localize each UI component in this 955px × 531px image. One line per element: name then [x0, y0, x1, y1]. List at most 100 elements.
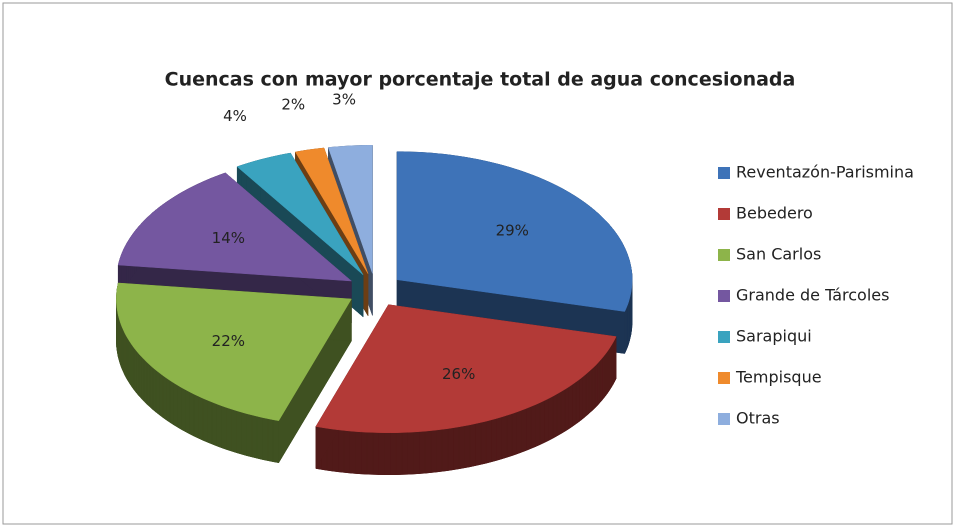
slice-wall	[128, 339, 130, 384]
slice-wall	[217, 404, 222, 448]
legend-label: Reventazón-Parismina	[736, 163, 914, 182]
slice-wall	[142, 357, 145, 402]
slice-wall	[153, 368, 156, 413]
data-label: 22%	[212, 332, 245, 350]
legend-label: San Carlos	[736, 245, 821, 264]
slice-wall	[603, 355, 605, 400]
slice-wall	[609, 346, 611, 391]
slice-wall	[442, 429, 448, 472]
slice-wall	[139, 354, 142, 399]
slice-wall	[605, 352, 607, 397]
slice-wall	[569, 384, 573, 429]
slice-wall	[425, 431, 431, 474]
data-label: 26%	[442, 365, 475, 383]
slice-wall	[186, 390, 190, 434]
slice-wall	[408, 432, 414, 474]
slice-wall	[522, 408, 527, 452]
slice-wall	[132, 345, 134, 390]
slice-wall	[262, 418, 267, 461]
slice-wall	[579, 377, 582, 422]
legend-swatch	[718, 290, 730, 302]
slice-wall	[565, 387, 569, 431]
slice-wall	[557, 392, 561, 436]
slice-wall	[572, 382, 576, 427]
slice-wall	[549, 396, 553, 440]
slice-wall	[207, 400, 212, 444]
slice-wall	[502, 415, 507, 459]
slice-wall	[598, 360, 601, 405]
slice-wall	[170, 380, 174, 424]
legend-swatch	[718, 413, 730, 425]
data-label: 2%	[281, 96, 305, 114]
slice-wall	[396, 433, 402, 475]
slice-wall	[512, 412, 517, 456]
slice-wall	[431, 430, 437, 473]
slice-wall	[361, 432, 367, 474]
slice-wall	[174, 383, 178, 427]
slice-wall	[257, 416, 262, 459]
slice-wall	[150, 365, 153, 410]
slice-wall	[419, 431, 425, 473]
legend-swatch	[718, 208, 730, 220]
slice-wall	[147, 362, 150, 407]
slice-wall	[611, 343, 613, 388]
slice-wall	[540, 401, 544, 445]
slice-wall	[459, 426, 465, 469]
slice-wall	[194, 394, 198, 438]
slice-wall	[402, 432, 408, 474]
slice-wall	[222, 406, 227, 450]
slice-wall	[367, 432, 373, 474]
data-label: 3%	[332, 91, 356, 109]
slice-wall	[190, 392, 194, 436]
slice-wall	[390, 433, 396, 475]
slice-wall	[544, 398, 548, 442]
slice-wall	[526, 407, 531, 451]
slice-wall	[470, 424, 475, 467]
data-label: 29%	[496, 222, 529, 240]
slice-wall	[198, 396, 203, 440]
legend-label: Tempisque	[735, 368, 822, 387]
slice-wall	[475, 422, 480, 465]
chart-title: Cuencas con mayor porcentaje total de ag…	[165, 69, 796, 91]
slice-wall	[517, 410, 522, 454]
slice-wall	[236, 411, 241, 455]
slice-wall	[137, 351, 139, 396]
slice-wall	[356, 432, 362, 474]
slice-wall	[531, 405, 536, 449]
legend-swatch	[718, 249, 730, 261]
slice-wall	[561, 389, 565, 433]
slice-wall	[497, 417, 502, 461]
legend-swatch	[718, 372, 730, 384]
legend-swatch	[718, 167, 730, 179]
slice-wall	[437, 429, 443, 472]
slice-wall	[586, 371, 589, 416]
legend-label: Otras	[736, 409, 780, 428]
slice-wall	[507, 414, 512, 458]
legend-swatch	[718, 331, 730, 343]
slice-wall	[373, 432, 379, 474]
slice-wall	[344, 430, 350, 473]
slice-wall	[247, 414, 252, 457]
slice-wall	[486, 420, 491, 463]
slice-wall	[385, 433, 391, 475]
slice-wall	[448, 428, 454, 471]
legend-label: Sarapiqui	[736, 327, 812, 346]
slice-wall	[163, 375, 167, 420]
slice-wall	[126, 336, 128, 381]
slice-wall	[178, 385, 182, 429]
legend-label: Bebedero	[736, 204, 813, 223]
slice-wall	[607, 349, 609, 394]
slice-wall	[453, 427, 459, 470]
slice-wall	[600, 358, 602, 403]
slice-wall	[203, 398, 208, 442]
slice-wall	[379, 433, 385, 475]
slice-wall	[536, 403, 541, 447]
slice-wall	[592, 366, 595, 411]
slice-wall	[491, 418, 496, 461]
slice-wall	[226, 407, 231, 451]
slice-wall	[595, 363, 598, 408]
slice-wall	[231, 409, 236, 453]
slice-wall	[130, 342, 132, 387]
slice-wall	[553, 394, 557, 438]
